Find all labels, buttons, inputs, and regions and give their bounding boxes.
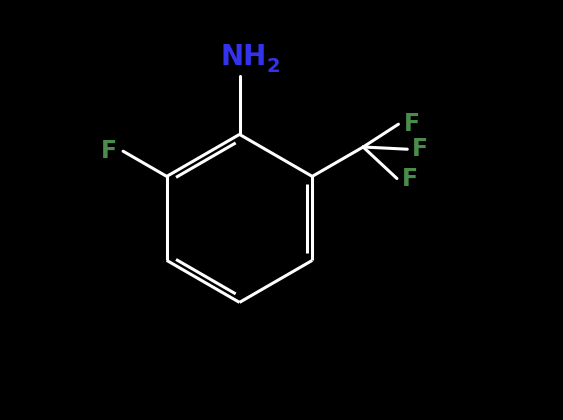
Text: F: F (101, 139, 117, 163)
Text: F: F (404, 112, 419, 136)
Text: F: F (412, 137, 428, 161)
Text: F: F (402, 166, 418, 191)
Text: 2: 2 (267, 57, 280, 76)
Text: NH: NH (221, 43, 267, 71)
